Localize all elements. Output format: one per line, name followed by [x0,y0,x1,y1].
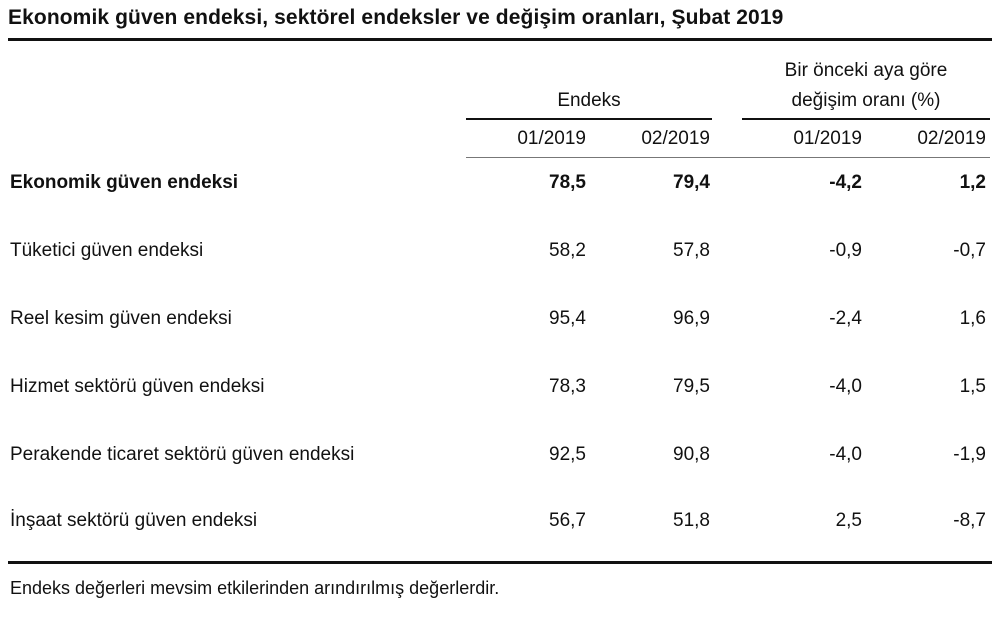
row-value: 56,7 [549,510,586,531]
header-divider [466,157,990,158]
top-rule [8,38,992,41]
row-value: 2,5 [835,510,862,531]
row-value: -2,4 [829,308,862,329]
row-value: -4,2 [829,172,862,193]
row-value: 78,5 [549,172,586,193]
column-header-index-feb: 02/2019 [641,128,710,149]
row-value: 1,5 [959,376,986,397]
row-value: 95,4 [549,308,586,329]
row-value: 1,6 [959,308,986,329]
row-value: -4,0 [829,376,862,397]
row-value: -8,7 [953,510,986,531]
row-label: Perakende ticaret sektörü güven endeksi [10,444,355,465]
group-rule-change [742,118,990,120]
row-label: Reel kesim güven endeksi [10,308,232,329]
row-value: 58,2 [549,240,586,261]
group-header-change-line1: Bir önceki aya göre [784,60,948,81]
row-label: İnşaat sektörü güven endeksi [10,510,258,531]
table-row: Hizmet sektörü güven endeksi 78,3 79,5 -4,0… [0,376,1000,410]
group-rule-index [466,118,712,120]
column-header-change-jan: 01/2019 [793,128,862,149]
row-value: -0,7 [953,240,986,261]
row-value: 57,8 [673,240,710,261]
row-value: 1,2 [959,172,986,193]
table-row: Ekonomik güven endeksi 78,5 79,4 -4,2 1,2 [0,172,1000,206]
table-row: Reel kesim güven endeksi 95,4 96,9 -2,4 1,6 [0,308,1000,342]
row-value: -1,9 [953,444,986,465]
row-label: Tüketici güven endeksi [10,240,204,261]
table-title: Ekonomik güven endeksi, sektörel endeksl… [8,6,784,29]
bottom-rule [8,561,992,564]
row-value: 92,5 [549,444,586,465]
group-header-change: Bir önceki aya göre değişim oranı (%) [742,56,990,116]
row-label: Ekonomik güven endeksi [10,172,239,193]
footnote: Endeks değerleri mevsim etkilerinden arı… [10,578,500,598]
row-value: -0,9 [829,240,862,261]
table-row: Perakende ticaret sektörü güven endeksi 9… [0,444,1000,478]
row-value: 79,4 [673,172,710,193]
table-row: İnşaat sektörü güven endeksi 56,7 51,8 2,5 -… [0,510,1000,544]
table-row: Tüketici güven endeksi 58,2 57,8 -0,9 -0,7 [0,240,1000,274]
column-header-index-jan: 01/2019 [517,128,586,149]
group-header-index: Endeks [557,90,621,111]
row-value: 90,8 [673,444,710,465]
row-value: 79,5 [673,376,710,397]
column-header-change-feb: 02/2019 [917,128,986,149]
row-value: 96,9 [673,308,710,329]
row-label: Hizmet sektörü güven endeksi [10,376,265,397]
row-value: -4,0 [829,444,862,465]
group-header-change-line2: değişim oranı (%) [791,90,941,111]
row-value: 51,8 [673,510,710,531]
row-value: 78,3 [549,376,586,397]
